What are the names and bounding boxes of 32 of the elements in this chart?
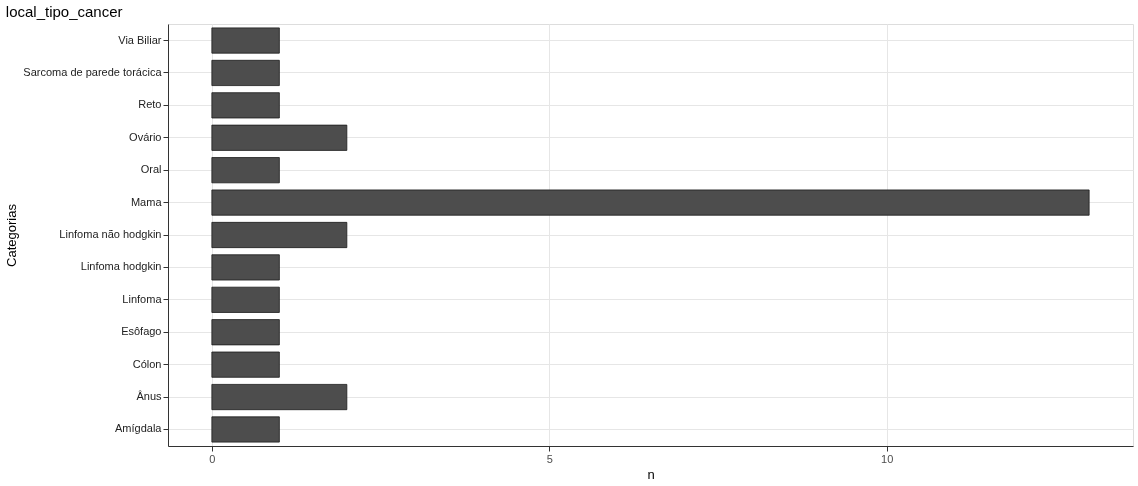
bar bbox=[211, 221, 348, 249]
bar bbox=[211, 59, 280, 86]
bar bbox=[211, 286, 280, 313]
x-axis-title: n bbox=[647, 466, 655, 482]
bar bbox=[211, 189, 1090, 216]
y-tick-label: Linfoma bbox=[122, 292, 163, 305]
bar bbox=[211, 319, 280, 346]
bar bbox=[211, 27, 280, 54]
y-tick-label: Linfoma hodgkin bbox=[80, 260, 162, 273]
bar bbox=[211, 416, 280, 443]
chart-title: local_tipo_cancer bbox=[5, 3, 123, 20]
bar bbox=[211, 124, 348, 151]
bar bbox=[211, 384, 348, 411]
bar bbox=[211, 92, 280, 119]
x-tick-label: 0 bbox=[209, 452, 216, 465]
y-tick-label: Esôfago bbox=[121, 325, 162, 338]
y-tick-label: Via Biliar bbox=[118, 33, 162, 46]
y-tick-label: Cólon bbox=[132, 357, 162, 370]
y-tick-label: Oral bbox=[140, 163, 162, 176]
x-tick-label: 10 bbox=[881, 452, 894, 465]
y-tick-label: Sarcoma de parede torácica bbox=[23, 65, 163, 78]
bar bbox=[211, 157, 280, 184]
y-tick-label: Amígdala bbox=[115, 422, 163, 435]
y-tick-label: Linfoma não hodgkin bbox=[59, 228, 162, 240]
bar bbox=[211, 351, 280, 378]
x-tick-label: 5 bbox=[546, 452, 553, 465]
y-tick-label: Mama bbox=[130, 195, 163, 208]
y-tick-label: Ânus bbox=[136, 390, 162, 403]
bar bbox=[211, 254, 280, 281]
y-axis-title: Categorias bbox=[4, 203, 20, 267]
y-tick-label: Reto bbox=[138, 98, 162, 111]
y-tick-label: Ovário bbox=[129, 130, 162, 143]
